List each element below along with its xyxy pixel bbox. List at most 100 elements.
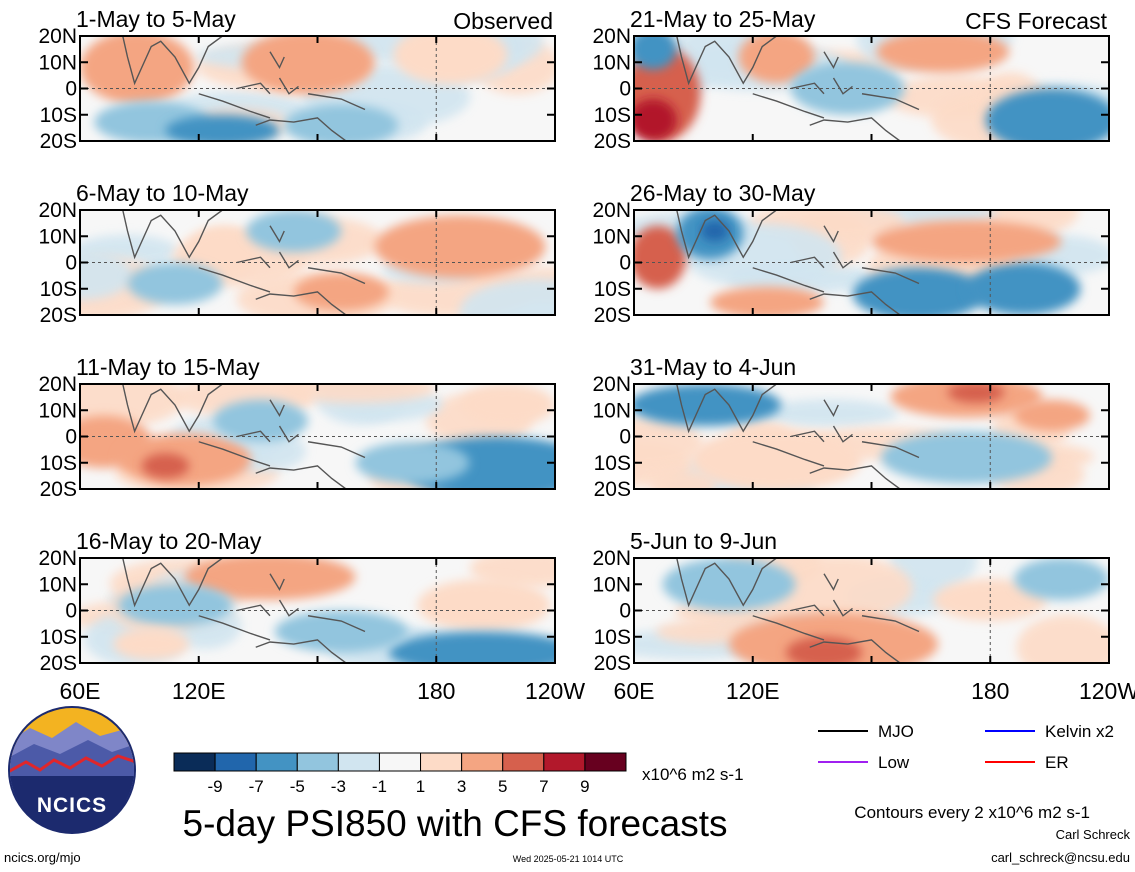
panel-forecast-1: 20N 10N 0 10S 20S 26-May to 30-May	[592, 180, 1110, 327]
anomaly-field	[80, 558, 555, 663]
y-tick-label: 0	[65, 78, 77, 101]
y-tick-label: 10N	[38, 399, 77, 422]
anomaly-field	[634, 384, 1109, 489]
colorbar-tick-label: 3	[457, 777, 466, 796]
panel-date-range: 11-May to 15-May	[76, 354, 260, 380]
x-tick-label: 120W	[1079, 678, 1135, 704]
y-tick-label: 20N	[38, 25, 77, 48]
y-tick-label: 20N	[38, 199, 77, 222]
coastline	[676, 36, 920, 141]
panel-date-range: 21-May to 25-May	[630, 6, 816, 32]
observed-label: Observed	[453, 8, 553, 34]
y-tick-label: 10S	[40, 104, 77, 127]
x-tick-label: 120E	[726, 678, 780, 704]
colorbar-tick-label: -3	[331, 777, 346, 796]
colorbar-swatch	[214, 752, 257, 772]
panel-date-range: 5-Jun to 9-Jun	[630, 528, 777, 554]
panel-date-range: 16-May to 20-May	[76, 528, 262, 554]
colorbar-swatch	[584, 752, 627, 772]
colorbar-tick-label: 7	[539, 777, 548, 796]
y-tick-label: 20S	[40, 478, 77, 501]
logo-text: NCICS	[37, 794, 107, 817]
legend-label: ER	[1045, 753, 1069, 772]
y-tick-label: 20S	[594, 304, 631, 327]
y-tick-label: 0	[619, 78, 631, 101]
coastline	[122, 384, 366, 489]
panel-date-range: 31-May to 4-Jun	[630, 354, 796, 380]
y-tick-label: 0	[619, 426, 631, 449]
legend-label: Low	[878, 753, 910, 772]
colorbar: -9 -7 -5 -3 -1 1 3 5 7 9 x10^6 m2 s-1	[173, 752, 744, 796]
legend-label: MJO	[878, 722, 914, 741]
coastline	[122, 36, 366, 141]
y-tick-label: 10S	[40, 626, 77, 649]
y-tick-label: 10S	[594, 452, 631, 475]
y-tick-label: 20N	[38, 373, 77, 396]
y-tick-label: 10N	[592, 399, 631, 422]
contour-note: Contours every 2 x10^6 m2 s-1	[854, 803, 1090, 822]
colorbar-swatch	[296, 752, 339, 772]
y-tick-label: 10S	[594, 626, 631, 649]
colorbar-swatch	[461, 752, 504, 772]
y-tick-label: 10N	[592, 225, 631, 248]
colorbar-swatch	[337, 752, 380, 772]
panel-forecast-3: 20N 10N 0 10S 20S 5-Jun to 9-Jun 60E 120E 180 120…	[592, 528, 1135, 704]
anomaly-field	[80, 210, 555, 315]
y-tick-label: 20S	[594, 130, 631, 153]
x-tick-label: 120W	[525, 678, 585, 704]
y-tick-label: 0	[65, 252, 77, 275]
coastline	[676, 558, 920, 663]
panel-date-range: 26-May to 30-May	[630, 180, 816, 206]
colorbar-tick-label: -7	[249, 777, 264, 796]
coastline	[676, 384, 920, 489]
timestamp: Wed 2025-05-21 1014 UTC	[513, 854, 624, 864]
y-tick-label: 10N	[38, 225, 77, 248]
panel-observed-0: 20N 10N 0 10S 20S 1-May to 5-May Observed	[38, 6, 556, 153]
credit-author: Carl Schreck	[1056, 827, 1131, 842]
colorbar-tick-label: -9	[208, 777, 223, 796]
y-tick-label: 20N	[592, 547, 631, 570]
credit-url: ncics.org/mjo	[4, 850, 81, 865]
credit-email: carl_schreck@ncsu.edu	[991, 850, 1130, 865]
colorbar-swatch	[378, 752, 422, 772]
y-tick-label: 10S	[40, 452, 77, 475]
y-tick-label: 20S	[40, 304, 77, 327]
panel-forecast-2: 20N 10N 0 10S 20S 31-May to 4-Jun	[592, 354, 1110, 501]
colorbar-tick-label: 5	[498, 777, 507, 796]
y-tick-label: 10N	[592, 51, 631, 74]
y-tick-label: 20S	[40, 130, 77, 153]
y-tick-label: 20N	[592, 373, 631, 396]
y-tick-label: 10N	[592, 573, 631, 596]
panel-forecast-0: 20N 10N 0 10S 20S 21-May to 25-May CFS Forecas…	[592, 6, 1110, 153]
coastline	[676, 210, 920, 315]
x-tick-label: 180	[971, 678, 1009, 704]
anomaly-field	[634, 210, 1109, 315]
y-tick-label: 0	[619, 600, 631, 623]
colorbar-tick-label: -1	[372, 777, 387, 796]
legend-label: Kelvin x2	[1045, 722, 1114, 741]
panel-observed-3: 20N 10N 0 10S 20S 16-May to 20-May 60E 120E 180 1…	[38, 528, 585, 704]
panel-date-range: 1-May to 5-May	[76, 6, 236, 32]
y-tick-label: 20S	[594, 652, 631, 675]
x-tick-label: 60E	[614, 678, 655, 704]
y-tick-label: 20S	[594, 478, 631, 501]
colorbar-swatch	[420, 752, 463, 772]
y-tick-label: 10S	[594, 278, 631, 301]
figure-title: 5-day PSI850 with CFS forecasts	[183, 803, 728, 844]
y-tick-label: 10N	[38, 573, 77, 596]
panel-date-range: 6-May to 10-May	[76, 180, 249, 206]
colorbar-swatch	[255, 752, 298, 772]
y-tick-label: 20N	[592, 25, 631, 48]
colorbar-tick-label: -5	[290, 777, 305, 796]
x-tick-label: 60E	[60, 678, 101, 704]
anomaly-field	[80, 36, 555, 141]
contour-legend: MJO Kelvin x2 Low ER	[818, 722, 1114, 772]
y-tick-label: 10S	[40, 278, 77, 301]
colorbar-units: x10^6 m2 s-1	[642, 765, 744, 784]
forecast-label: CFS Forecast	[965, 8, 1107, 34]
y-tick-label: 20N	[38, 547, 77, 570]
y-tick-label: 20S	[40, 652, 77, 675]
colorbar-swatch	[543, 752, 586, 772]
panel-observed-1: 20N 10N 0 10S 20S 6-May to 10-May	[38, 180, 556, 327]
